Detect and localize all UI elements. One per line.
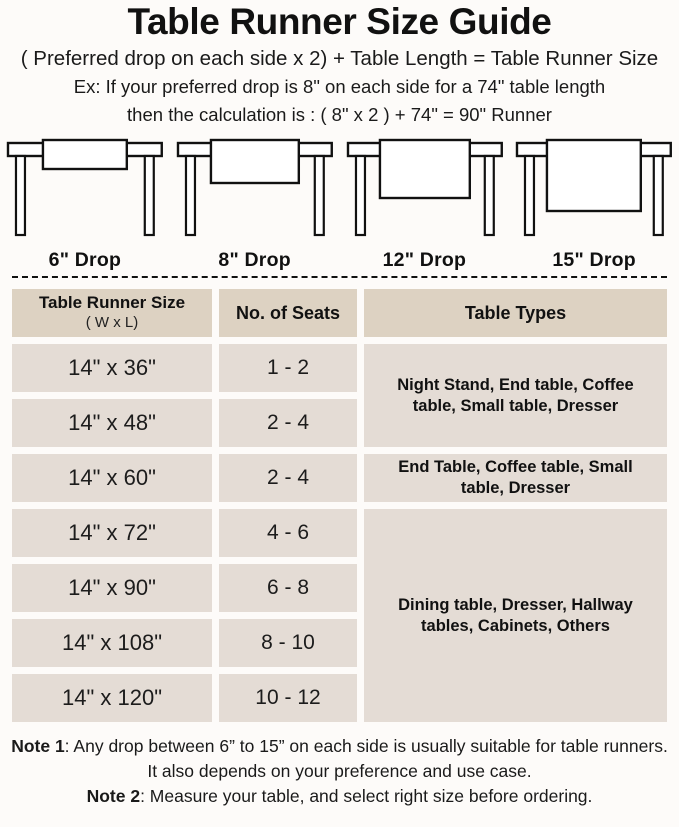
header-table-types: Table Types bbox=[364, 289, 667, 337]
table-diagram-6in bbox=[0, 137, 170, 247]
example-line-2: then the calculation is : ( 8" x 2 ) + 7… bbox=[127, 104, 552, 125]
table-row: 10 - 12 bbox=[219, 674, 357, 722]
dashed-divider bbox=[12, 276, 667, 278]
table-row: 2 - 4 bbox=[219, 399, 357, 447]
formula-text: ( Preferred drop on each side x 2) + Tab… bbox=[20, 47, 659, 70]
table-row: 14" x 72" bbox=[12, 509, 212, 557]
table-row: 14" x 36" bbox=[12, 344, 212, 392]
table-row: 2 - 4 bbox=[219, 454, 357, 502]
drop-label-8in: 8" Drop bbox=[218, 249, 291, 271]
drop-label-6in: 6" Drop bbox=[48, 249, 122, 271]
table-row: 1 - 2 bbox=[219, 344, 357, 392]
table-row: 14" x 60" bbox=[12, 454, 212, 502]
table-row: Dining table, Dresser, Hallway tables, C… bbox=[364, 509, 667, 722]
header-runner-size-main: Table Runner Size bbox=[38, 293, 186, 312]
table-row: 14" x 108" bbox=[12, 619, 212, 667]
note-2-label: Note 2 bbox=[86, 786, 141, 806]
note-1-text: : Any drop between 6” to 15” on each sid… bbox=[64, 736, 668, 781]
table-row: 8 - 10 bbox=[219, 619, 357, 667]
note-2-text: : Measure your table, and select right s… bbox=[140, 786, 593, 806]
note-1-label: Note 1 bbox=[11, 736, 65, 756]
drop-label-12in: 12" Drop bbox=[382, 249, 467, 271]
page-title: Table Runner Size Guide bbox=[127, 1, 552, 42]
table-diagram-15in bbox=[509, 137, 679, 247]
column-table-types: Table Types Night Stand, End table, Coff… bbox=[364, 289, 667, 722]
note-2: Note 2: Measure your table, and select r… bbox=[8, 784, 671, 809]
drop-labels: 6" Drop 8" Drop 12" Drop 15" Drop bbox=[0, 249, 679, 272]
table-row: 14" x 90" bbox=[12, 564, 212, 612]
column-seats: No. of Seats 1 - 2 2 - 4 2 - 4 4 - 6 6 -… bbox=[219, 289, 357, 722]
table-row: 14" x 48" bbox=[12, 399, 212, 447]
table-row: 14" x 120" bbox=[12, 674, 212, 722]
table-row: Night Stand, End table, Coffee table, Sm… bbox=[364, 344, 667, 447]
header-seats: No. of Seats bbox=[219, 289, 357, 337]
header-runner-size-sub: ( W x L) bbox=[85, 314, 139, 331]
column-runner-size: Table Runner Size ( W x L) 14" x 36" 14"… bbox=[12, 289, 212, 722]
table-diagram-12in bbox=[340, 137, 510, 247]
table-row: 6 - 8 bbox=[219, 564, 357, 612]
table-row: End Table, Coffee table, Small table, Dr… bbox=[364, 454, 667, 502]
header-runner-size: Table Runner Size ( W x L) bbox=[12, 289, 212, 337]
table-drop-diagrams bbox=[0, 137, 679, 247]
table-diagram-8in bbox=[170, 137, 340, 247]
example-line-1: Ex: If your preferred drop is 8" on each… bbox=[73, 76, 606, 97]
drop-label-15in: 15" Drop bbox=[552, 249, 636, 271]
size-table: Table Runner Size ( W x L) 14" x 36" 14"… bbox=[12, 289, 667, 722]
note-1: Note 1: Any drop between 6” to 15” on ea… bbox=[8, 734, 671, 784]
notes-section: Note 1: Any drop between 6” to 15” on ea… bbox=[8, 734, 671, 809]
table-row: 4 - 6 bbox=[219, 509, 357, 557]
